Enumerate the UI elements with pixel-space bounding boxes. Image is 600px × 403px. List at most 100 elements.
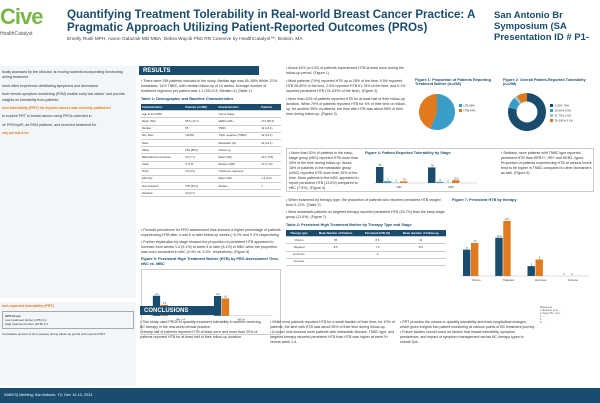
- table-cell: Mean Number of Patients: [311, 230, 360, 238]
- table-cell: 1: [260, 182, 281, 191]
- table-cell: 42 (14.1): [260, 132, 281, 140]
- results-para-d2: • Most metastatic patients on targeted t…: [286, 210, 445, 219]
- table-cell: Chemo: [286, 236, 312, 245]
- table-row: Age at first PRO Tumor Stage: [141, 110, 281, 119]
- chart-bar: [400, 181, 408, 183]
- fig7-title: Figure 7: Persistent HTB by therapy: [452, 198, 517, 202]
- table-row: Hormone 0: [286, 251, 446, 259]
- results-intro: • There were 298 patients included in th…: [141, 79, 278, 93]
- data-label: 8: [466, 247, 468, 250]
- legend-label: LTB 56%: [464, 103, 476, 107]
- table-cell: Persistent HTB (%): [359, 230, 396, 238]
- legend-label: HTB 44%: [464, 108, 476, 112]
- table-row: Black/African American 23 (7.7) Mean (SD) 1…: [141, 153, 281, 162]
- table-row: White 253 (85.0) Follow-up: [141, 146, 281, 155]
- table-row: Race Metastatic (%) 63 (21.1): [141, 139, 281, 148]
- chart-bar: [392, 182, 400, 183]
- table-cell: HER2+/HR+: [217, 117, 261, 126]
- chart-bar: [221, 298, 230, 316]
- table-row: Therapy type Mean Number of Patients Persi…: [286, 230, 446, 238]
- table-cell: Median: [217, 182, 261, 191]
- legend-label: 0-25% 79%: [555, 103, 570, 107]
- table2: Therapy type Mean Number of Patients Persi…: [286, 230, 446, 266]
- methods-highlight-2: d be: [21, 131, 29, 136]
- data-label: 2: [447, 180, 449, 183]
- scale-section: ient-reported tolerability (PRT) GPS Sco…: [0, 302, 136, 386]
- table-cell: [395, 258, 446, 266]
- table-cell: 7.4: [359, 243, 396, 252]
- results-para2: • Periodic prevalence for PRO assessment…: [141, 228, 281, 237]
- fig1-chart: LTB 56%HTB 44%: [419, 94, 476, 130]
- fig7-block: Figure 7: Persistent HTB by therapy 8 10 C…: [452, 198, 597, 298]
- data-label: 0: [563, 273, 565, 276]
- results-heading: RESULTS: [139, 66, 259, 75]
- prt-label: ient-reported tolerability (PRT): [2, 304, 54, 308]
- table-cell: White: [141, 146, 185, 155]
- table-cell: Mean (SD): [217, 175, 261, 184]
- table-cell: Triple negative (TNBC): [217, 132, 261, 140]
- table-cell: Hispanic: [141, 189, 185, 198]
- data-label: 80: [379, 164, 382, 167]
- htb-values: 3,4: [43, 322, 48, 326]
- legend-swatch: [550, 114, 553, 117]
- fig2-title: Figure 2: Overall Patient-Reported Toler…: [503, 78, 586, 86]
- conclusions-heading: CONCLUSIONS: [140, 306, 220, 315]
- table-cell: Patients (n=298): [184, 104, 218, 112]
- table-cell: [260, 189, 281, 198]
- table-row: Hispanic 20 (6.7): [141, 189, 281, 198]
- chart-bar: [376, 167, 384, 183]
- data-label: 5: [539, 257, 541, 260]
- table-cell: Therapy type: [286, 230, 312, 238]
- legend-swatch: [550, 104, 553, 107]
- table-cell: TNBC: [217, 125, 261, 133]
- data-label: 5.1: [163, 302, 167, 305]
- legend-label: 51-75% 2.6%: [555, 113, 572, 117]
- poster-title: Quantifying Treatment Tolerability in Re…: [67, 8, 476, 34]
- data-label: 8.1: [224, 296, 228, 299]
- table-cell: 65: [311, 236, 360, 245]
- ltb-values: 0,1: [42, 318, 47, 322]
- tick-label: Immuno: [568, 278, 579, 282]
- legend-swatch: [459, 104, 462, 107]
- chart-bar: [213, 295, 222, 316]
- table-row: Median 55 TNBC 42 (14.1): [141, 125, 281, 133]
- table-cell: Mean (SD): [217, 153, 261, 162]
- table-cell: Age at first PRO: [141, 110, 185, 119]
- table-cell: 63 (21.1): [260, 139, 281, 148]
- table-row: Other 13 (4.3) Treatment regimens: [141, 168, 281, 176]
- table-cell: 8.5: [311, 243, 360, 252]
- stage-highlight-box: • More than 20% of patients in the early…: [286, 148, 594, 192]
- table-cell: 9 (3.0): [184, 161, 218, 169]
- chart-bar: [463, 249, 471, 276]
- table-cell: [260, 110, 281, 119]
- conclusion-col-3: • PRT provides the means to quantify tol…: [400, 320, 535, 344]
- table-cell: 1.2 (0.5): [260, 175, 281, 184]
- table1-title: Table 1: Demographic and Baseline Charac…: [141, 97, 234, 101]
- tick-label: Wk 1-4: [176, 318, 185, 322]
- tick-label: eBC: [396, 185, 401, 189]
- data-label: 3: [395, 180, 397, 183]
- table-cell: Median: [141, 125, 185, 133]
- data-label: 7.9: [402, 179, 406, 182]
- table-cell: Non-Hispanic: [141, 182, 185, 191]
- table-cell: 55.6 (12.7): [184, 117, 218, 126]
- tick-label: mBC: [448, 185, 454, 189]
- fig4-block: Figure 4: Patient-Reported Tolerability …: [365, 151, 485, 191]
- data-label: 3: [531, 263, 533, 266]
- table-row: Ethnicity Mean (SD) 1.2 (0.5): [141, 175, 281, 184]
- table-cell: Treatment regimens: [217, 168, 261, 176]
- conclusion-col-1: • This study used PROs to quantify treat…: [140, 320, 261, 339]
- chart-bar: [428, 167, 436, 183]
- chart-bar: [535, 259, 543, 276]
- table-row: Targeted 8.5 7.4 8.9: [286, 243, 446, 252]
- data-label: 11.6: [497, 235, 502, 238]
- data-label: 13.8: [454, 177, 459, 180]
- table-cell: 11: [395, 236, 446, 245]
- bg-para-3: from remote symptom monitoring (RSM) ena…: [2, 92, 125, 102]
- legend-label: 76-100% 9.1%: [555, 118, 574, 122]
- bg-para-4: rted tolerability (PRT) for thyroid canc…: [2, 106, 111, 111]
- table-row: Min, Max (30-80) Triple negative (TNBC) 42 …: [141, 132, 281, 140]
- table-cell: 23 (7.7): [184, 153, 218, 162]
- fig2-chart: 0-25% 79%26-50% 9.5%51-75% 2.6%76-100% 9…: [508, 93, 574, 131]
- data-label: 9.3: [216, 293, 220, 296]
